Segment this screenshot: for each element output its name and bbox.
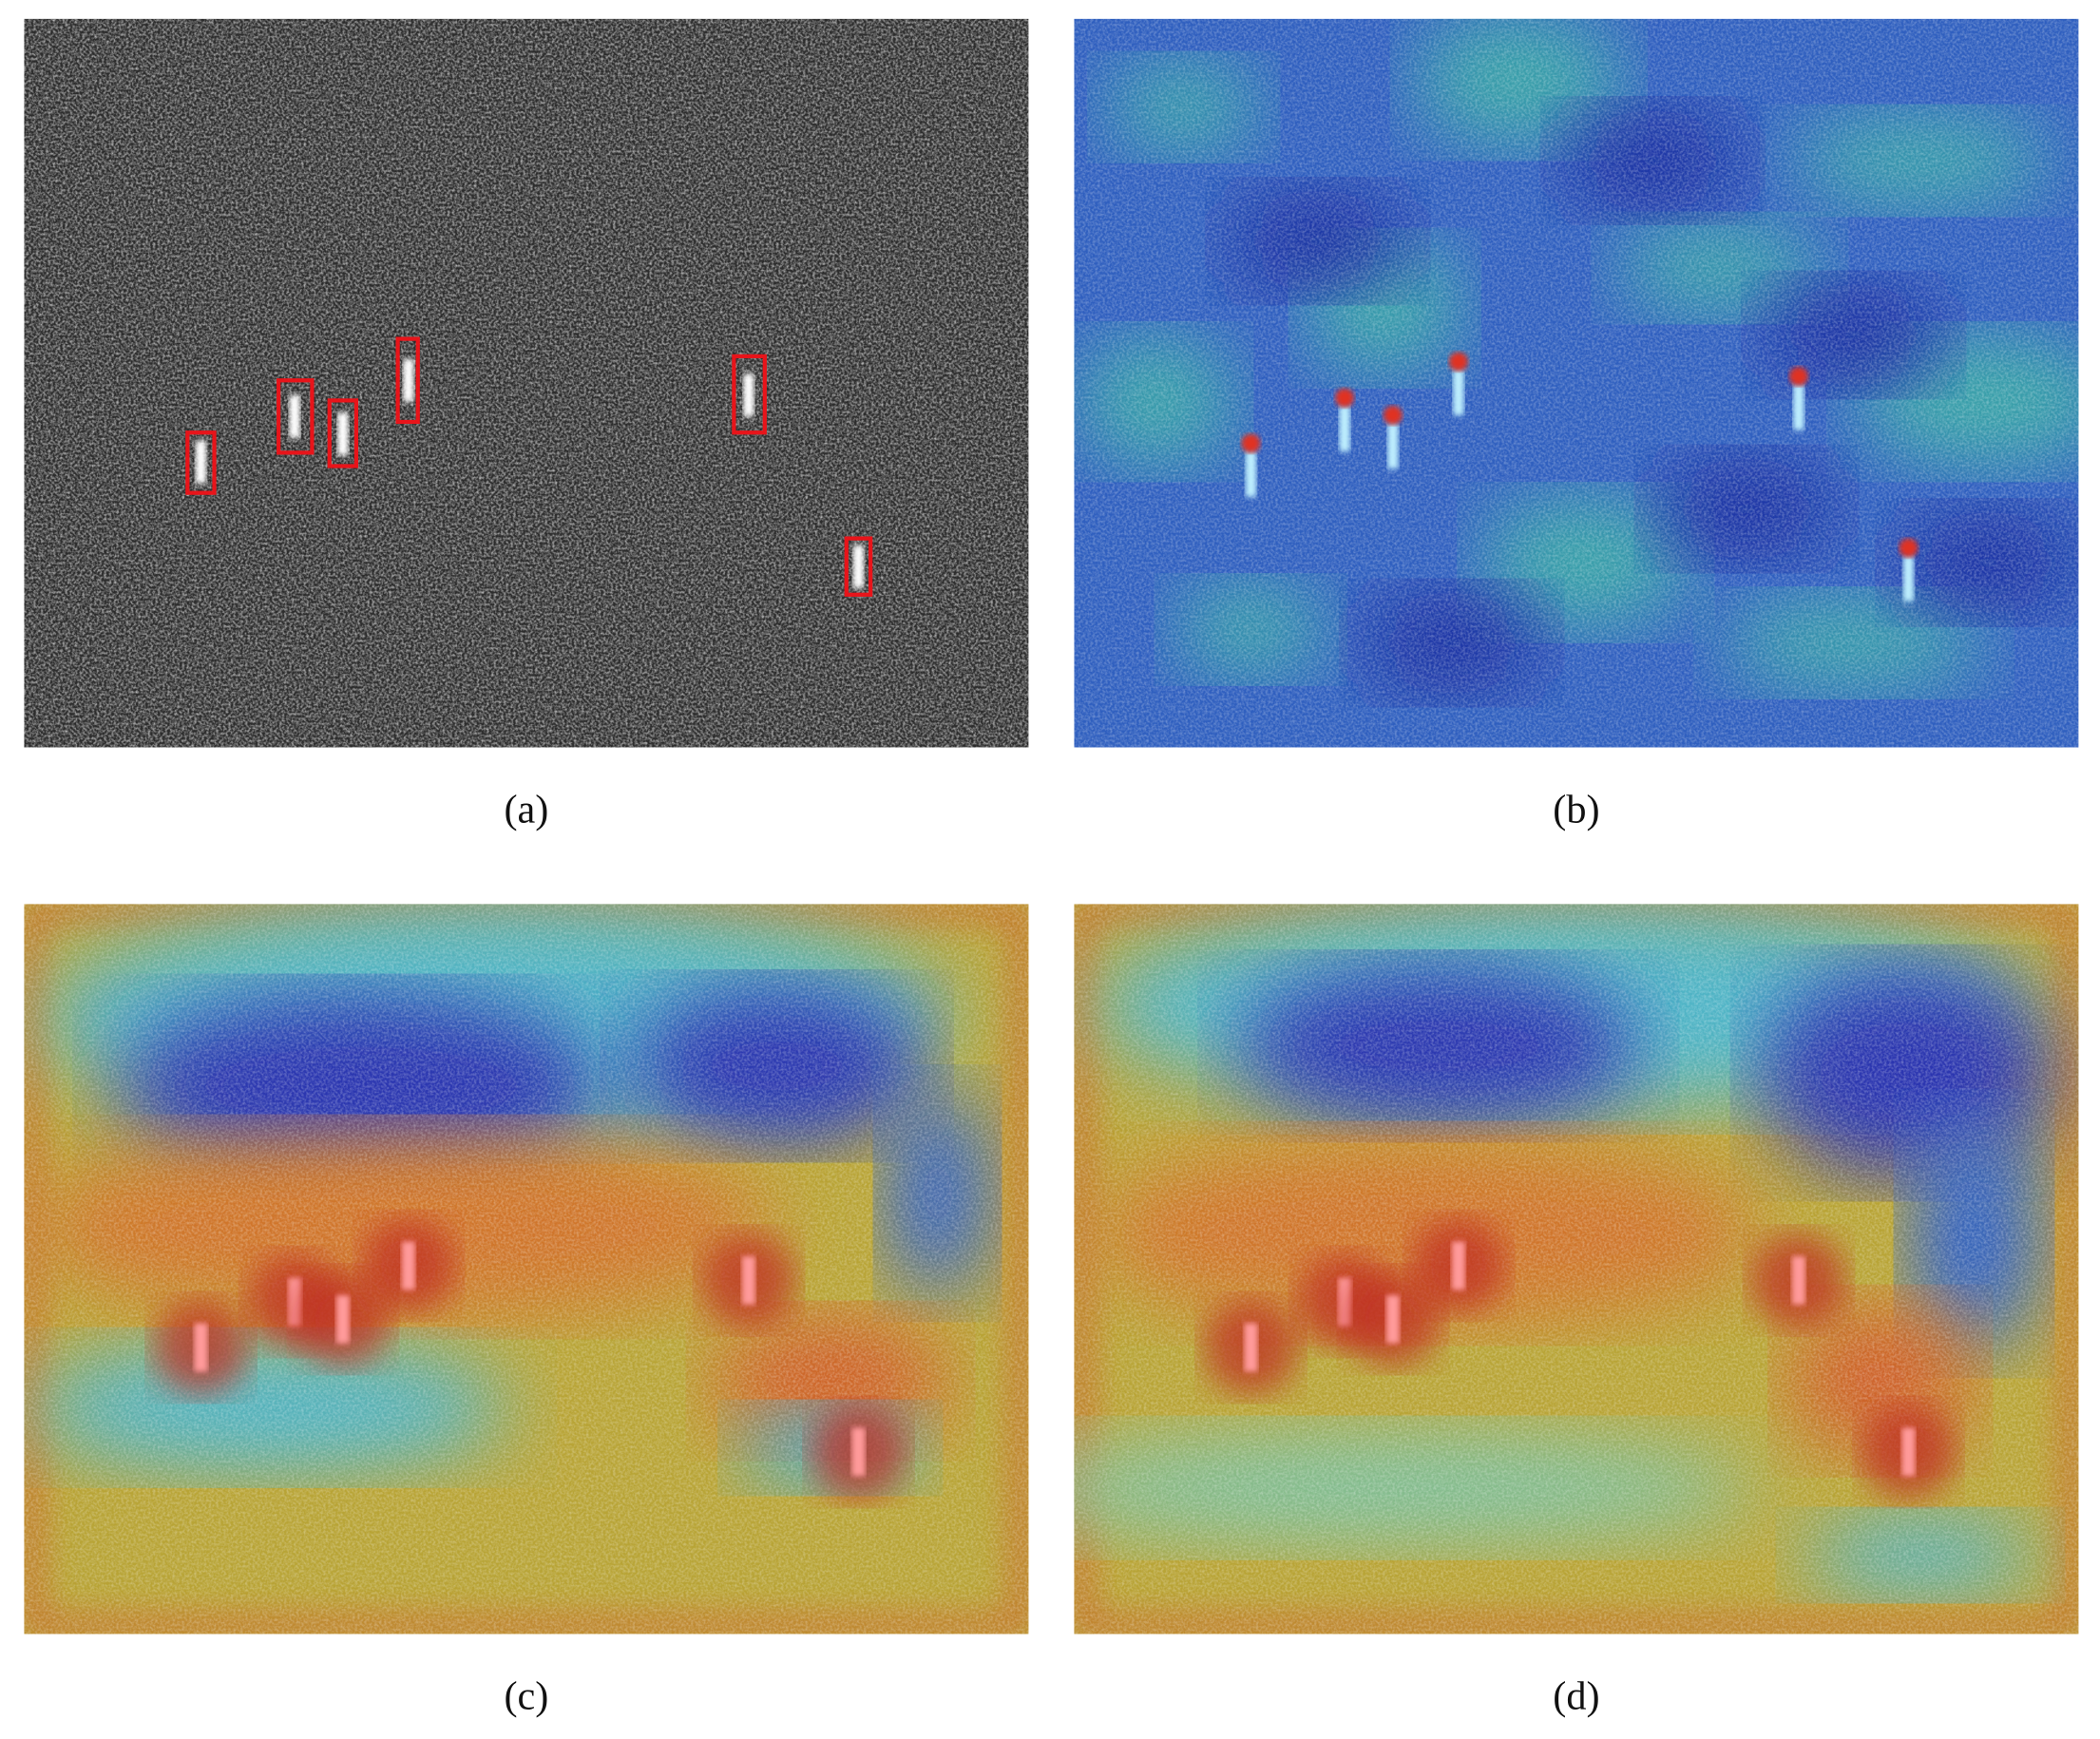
speckle-noise [24,904,1029,1634]
detection-box [327,398,359,468]
ship-response [1793,384,1804,430]
ship-response [741,1256,755,1305]
panel-label: (d) [1553,1673,1599,1718]
speckle-noise [1074,18,2079,748]
ship-response [1244,1323,1258,1372]
ship-response [1385,1294,1400,1344]
image-panel [1074,904,2079,1634]
ship-response [401,1241,415,1290]
ship-response [1387,423,1399,469]
ship-target [195,440,207,484]
detection-box [844,536,873,597]
speckle-noise [24,18,1029,748]
ship-target [337,412,349,456]
ship-response [1339,406,1350,451]
ship-response [1901,1427,1916,1477]
ship-target [743,373,754,417]
ship-hotspot [1899,538,1919,558]
detection-box [395,336,420,425]
ship-response [851,1427,866,1477]
ship-response [1453,370,1464,415]
detection-box [732,354,767,435]
image-panel [1074,18,2079,748]
ship-target [852,545,865,588]
panel-label: (c) [504,1673,548,1718]
ship-target [289,394,300,438]
ship-response [1791,1256,1805,1305]
ship-response [194,1323,208,1372]
detection-box [277,378,315,455]
ship-target [403,358,414,402]
ship-hotspot [1383,406,1403,425]
ship-response [335,1294,350,1344]
panel-label: (a) [504,787,548,831]
image-panel [24,904,1029,1634]
image-panel [24,18,1029,748]
ship-hotspot [1789,367,1808,386]
speckle-noise [1074,904,2079,1634]
ship-response [1902,555,1915,602]
detection-box [185,430,217,495]
ship-hotspot [1449,352,1468,372]
ship-hotspot [1241,433,1261,453]
panel-label: (b) [1553,787,1599,831]
ship-hotspot [1335,388,1354,408]
ship-response [1245,450,1257,497]
ship-response [1451,1241,1465,1290]
